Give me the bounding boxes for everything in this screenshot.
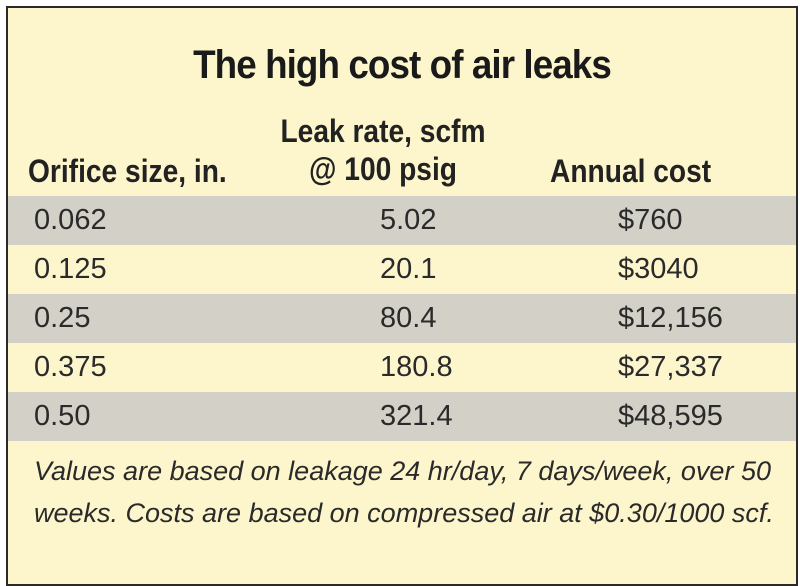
table-row: 0.50 321.4 $48,595 xyxy=(8,392,796,441)
cell-orifice: 0.50 xyxy=(34,400,91,432)
header-leak-rate-line2: @ 100 psig xyxy=(309,151,457,187)
cell-annual-cost: $12,156 xyxy=(618,302,723,334)
footnote: Values are based on leakage 24 hr/day, 7… xyxy=(34,456,774,528)
header-leak-rate: Leak rate, scfm @ 100 psig xyxy=(273,112,493,188)
cell-annual-cost: $760 xyxy=(618,204,683,236)
header-leak-rate-line1: Leak rate, scfm xyxy=(280,113,486,149)
header-annual-cost: Annual cost xyxy=(550,153,712,189)
cell-orifice: 0.062 xyxy=(34,204,107,236)
cell-leak-rate: 180.8 xyxy=(380,351,453,383)
table-row: 0.062 5.02 $760 xyxy=(8,196,796,245)
cell-leak-rate: 321.4 xyxy=(380,400,453,432)
cell-annual-cost: $27,337 xyxy=(618,351,723,383)
air-leak-cost-table: The high cost of air leaks Orifice size,… xyxy=(6,6,798,586)
table-body: 0.062 5.02 $760 0.125 20.1 $3040 0.25 80… xyxy=(8,196,796,441)
table-title: The high cost of air leaks xyxy=(193,43,612,87)
cell-annual-cost: $3040 xyxy=(618,253,699,285)
cell-orifice: 0.375 xyxy=(34,351,107,383)
header-orifice-size: Orifice size, in. xyxy=(28,153,227,189)
cell-orifice: 0.125 xyxy=(34,253,107,285)
cell-leak-rate: 20.1 xyxy=(380,253,437,285)
cell-annual-cost: $48,595 xyxy=(618,400,723,432)
cell-leak-rate: 5.02 xyxy=(380,204,437,236)
table-row: 0.125 20.1 $3040 xyxy=(8,245,796,294)
cell-orifice: 0.25 xyxy=(34,302,91,334)
table-row: 0.375 180.8 $27,337 xyxy=(8,343,796,392)
cell-leak-rate: 80.4 xyxy=(380,302,437,334)
table-row: 0.25 80.4 $12,156 xyxy=(8,294,796,343)
